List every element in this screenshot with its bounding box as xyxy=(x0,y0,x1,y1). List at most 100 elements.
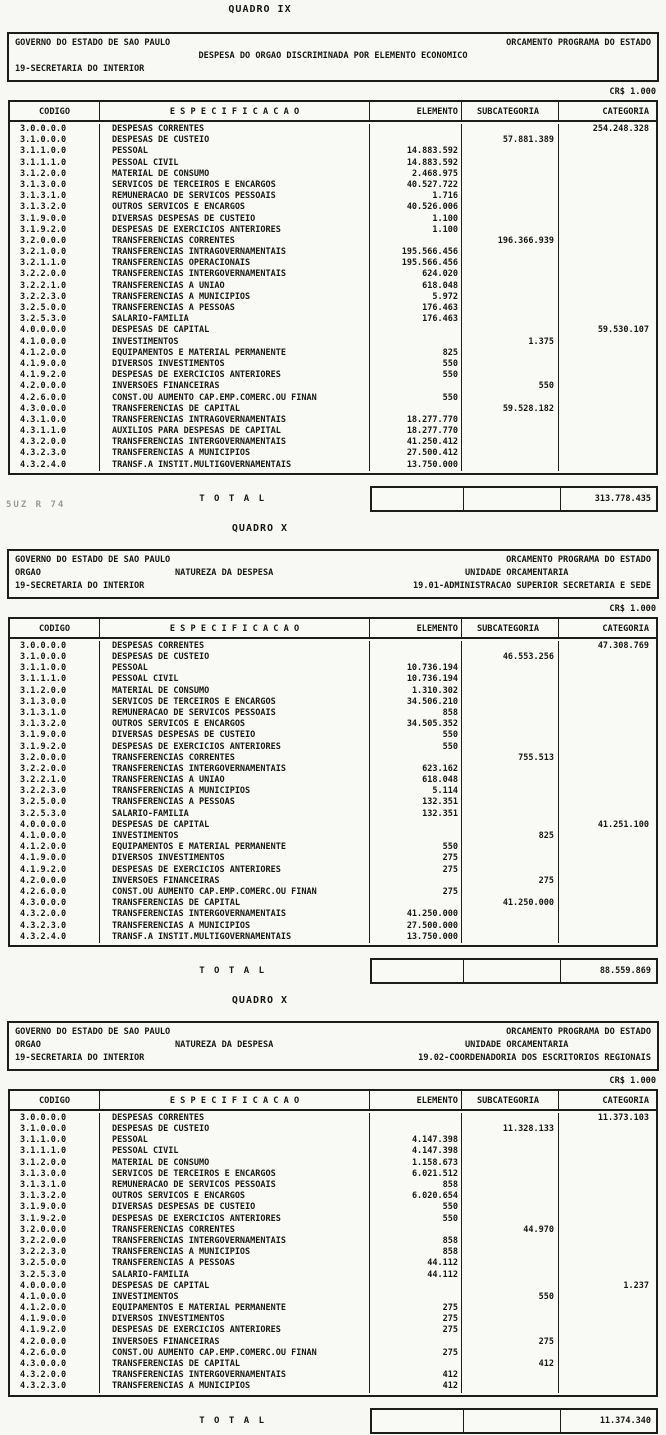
row-especificacao: DIVERSAS DESPESAS DE CUSTEIO xyxy=(100,213,370,225)
row-subcategoria xyxy=(462,124,559,136)
row-especificacao: DESPESAS DE EXERCICIOS ANTERIORES xyxy=(100,1213,370,1225)
row-categoria: 41.251.100 xyxy=(597,819,649,830)
row-elemento: 2.468.975 xyxy=(370,168,462,180)
row-subcategoria xyxy=(462,853,559,865)
row-codigo: 3.1.2.0.0 xyxy=(10,685,100,697)
table-row: 3.2.5.3.0 SALARIO-FAMILIA 132.351 xyxy=(10,808,656,820)
row-categoria xyxy=(559,314,652,325)
row-categoria xyxy=(559,708,652,719)
table-row: 3.1.9.0.0 DIVERSAS DESPESAS DE CUSTEIO 550 xyxy=(10,730,656,742)
row-elemento: 195.566.456 xyxy=(370,247,462,259)
row-especificacao: PESSOAL CIVIL xyxy=(100,1146,370,1158)
row-elemento: 176.463 xyxy=(370,303,462,315)
budget-table: CODIGO E S P E C I F I C A C A O ELEMENT… xyxy=(8,100,658,475)
row-subcategoria xyxy=(462,1135,559,1147)
row-especificacao: TRANSFERENCIAS INTERGOVERNAMENTAIS xyxy=(100,909,370,921)
row-categoria xyxy=(559,730,652,741)
government-title: GOVERNO DO ESTADO DE SAO PAULO xyxy=(15,554,171,565)
row-codigo: 4.3.2.0.0 xyxy=(10,1370,100,1382)
row-especificacao: DESPESAS DE EXERCICIOS ANTERIORES xyxy=(100,864,370,876)
row-categoria xyxy=(559,909,652,920)
row-especificacao: DIVERSAS DESPESAS DE CUSTEIO xyxy=(100,1202,370,1214)
row-elemento: 275 xyxy=(370,1314,462,1326)
row-elemento: 858 xyxy=(370,1180,462,1192)
col-header-categoria: CATEGORIA xyxy=(602,1095,649,1106)
col-header-codigo: CODIGO xyxy=(10,1090,100,1109)
row-elemento: 13.750.000 xyxy=(370,459,462,471)
table-row: 4.3.2.3.0 TRANSFERENCIAS A MUNICIPIOS 27.5… xyxy=(10,448,656,460)
row-subcategoria xyxy=(462,1191,559,1203)
row-elemento: 4.147.398 xyxy=(370,1135,462,1147)
row-categoria xyxy=(559,1270,652,1281)
table-row: 3.1.0.0.0 DESPESAS DE CUSTEIO 57.881.389 xyxy=(10,135,656,147)
row-categoria xyxy=(559,898,652,909)
currency-note: CR$ 1.000 xyxy=(609,603,656,614)
row-especificacao: PESSOAL CIVIL xyxy=(100,157,370,169)
table-row: 3.0.0.0.0 DESPESAS CORRENTES 254.248.328 xyxy=(10,124,656,136)
table-row: 3.1.3.2.0 OUTROS SERVICOS E ENCARGOS 6.020… xyxy=(10,1191,656,1203)
total-subcategoria-cell xyxy=(464,959,561,982)
row-elemento: 40.526.006 xyxy=(370,202,462,214)
row-especificacao: MATERIAL DE CONSUMO xyxy=(100,1157,370,1169)
row-subcategoria: 11.328.133 xyxy=(462,1124,559,1136)
col-header-categoria: CATEGORIA xyxy=(602,107,649,117)
row-elemento xyxy=(370,403,462,415)
table-row: 3.1.9.0.0 DIVERSAS DESPESAS DE CUSTEIO 550 xyxy=(10,1202,656,1214)
government-title: GOVERNO DO ESTADO DE SAO PAULO xyxy=(15,38,171,48)
row-subcategoria xyxy=(462,763,559,776)
table-row: 4.3.2.3.0 TRANSFERENCIAS A MUNICIPIOS 412 xyxy=(10,1381,656,1393)
row-categoria xyxy=(559,236,652,247)
row-categoria xyxy=(559,303,652,314)
row-elemento: 44.112 xyxy=(370,1258,462,1270)
row-especificacao: TRANSFERENCIAS A PESSOAS xyxy=(100,303,370,315)
row-elemento: 14.883.592 xyxy=(370,157,462,169)
row-elemento: 1.310.302 xyxy=(370,685,462,697)
row-elemento: 275 xyxy=(370,1303,462,1315)
row-categoria xyxy=(559,393,652,404)
row-codigo: 4.3.0.0.0 xyxy=(10,403,100,415)
row-subcategoria xyxy=(462,1258,559,1270)
row-codigo: 3.1.1.1.0 xyxy=(10,674,100,686)
total-box: 11.374.340 xyxy=(370,1407,658,1434)
table-row: 3.2.5.0.0 TRANSFERENCIAS A PESSOAS 132.351 xyxy=(10,797,656,809)
row-categoria xyxy=(559,448,652,459)
total-subcategoria-cell xyxy=(464,487,561,510)
total-label: T O T A L xyxy=(199,493,266,504)
row-codigo: 3.1.1.1.0 xyxy=(10,1146,100,1158)
col-header-especificacao: E S P E C I F I C A C A O xyxy=(100,618,370,637)
row-especificacao: INVESTIMENTOS xyxy=(100,336,370,348)
row-subcategoria xyxy=(462,1303,559,1315)
row-categoria xyxy=(559,1337,652,1348)
total-value: 313.778.435 xyxy=(594,493,651,504)
row-elemento: 550 xyxy=(370,741,462,753)
orgao-label: ORGAO xyxy=(15,567,41,578)
row-codigo: 3.1.3.1.0 xyxy=(10,191,100,203)
row-codigo: 4.1.2.0.0 xyxy=(10,842,100,854)
row-codigo: 4.2.0.0.0 xyxy=(10,875,100,887)
row-categoria xyxy=(559,775,652,786)
row-elemento: 618.048 xyxy=(370,775,462,787)
row-elemento: 40.527.722 xyxy=(370,179,462,192)
row-elemento: 4.147.398 xyxy=(370,1146,462,1158)
row-categoria xyxy=(559,786,652,797)
table-row: 3.0.0.0.0 DESPESAS CORRENTES 47.308.769 xyxy=(10,640,656,652)
row-subcategoria xyxy=(462,1213,559,1225)
row-categoria xyxy=(559,742,652,753)
row-codigo: 4.0.0.0.0 xyxy=(10,1280,100,1292)
row-categoria xyxy=(559,652,652,663)
row-categoria xyxy=(559,1180,652,1191)
row-elemento xyxy=(370,1336,462,1348)
row-codigo: 3.2.5.3.0 xyxy=(10,808,100,820)
table-row: 3.1.1.0.0 PESSOAL 4.147.398 xyxy=(10,1135,656,1147)
table-row: 3.1.3.2.0 OUTROS SERVICOS E ENCARGOS 40.52… xyxy=(10,202,656,214)
row-elemento: 10.736.194 xyxy=(370,663,462,675)
row-codigo: 4.1.0.0.0 xyxy=(10,1291,100,1304)
row-especificacao: TRANSFERENCIAS INTERGOVERNAMENTAIS xyxy=(100,1235,370,1248)
row-categoria xyxy=(559,1303,652,1314)
total-row: T O T A L 313.778.435 xyxy=(0,485,666,513)
row-codigo: 4.3.0.0.0 xyxy=(10,1359,100,1371)
row-categoria xyxy=(559,1370,652,1381)
row-categoria xyxy=(559,1258,652,1269)
table-row: 3.2.2.0.0 TRANSFERENCIAS INTERGOVERNAMENT… xyxy=(10,763,656,776)
